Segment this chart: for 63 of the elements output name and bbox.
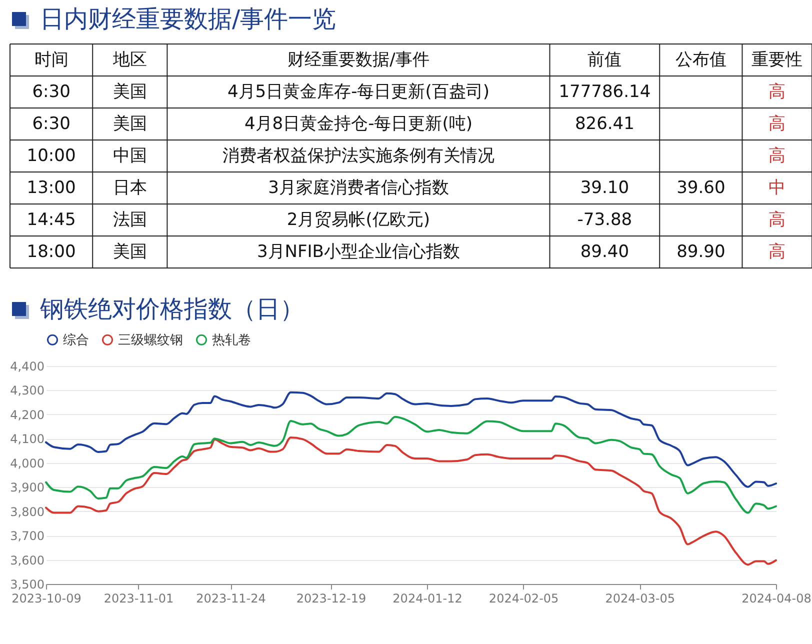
text: 10:00: [26, 146, 76, 166]
x-tick-label: 2024-04-08: [742, 592, 812, 606]
y-tick-label: 3,700: [10, 529, 44, 544]
text: 日本: [112, 178, 147, 198]
text: 177786.14: [558, 82, 651, 102]
text: 3月NFIB小型企业信心指数: [256, 242, 460, 262]
category-label: 时间: [34, 50, 68, 70]
x-tick-label: 2024-03-05: [605, 592, 675, 606]
text: 日内财经重要数据/事件一览: [40, 4, 336, 35]
text: 14:45: [26, 210, 76, 230]
y-tick-label: 3,500: [10, 578, 44, 592]
y-tick-label: 3,800: [10, 504, 44, 519]
legend-label: 三级螺纹钢: [118, 332, 183, 348]
y-tick-label: 3,600: [10, 553, 44, 568]
line-series: [45, 436, 777, 566]
text: 中: [768, 178, 786, 198]
y-tick-label: 4,400: [10, 360, 44, 374]
text: 826.41: [574, 114, 634, 134]
category-label: 财经重要数据/事件: [288, 50, 430, 70]
category-label: 前值: [588, 50, 622, 70]
text: -73.88: [577, 210, 632, 230]
text: 法国: [112, 210, 147, 230]
line-series: [45, 391, 777, 488]
y-tick-label: 4,300: [10, 384, 44, 398]
category-label: 地区: [112, 50, 147, 70]
y-tick-label: 4,000: [10, 456, 44, 470]
text: 高: [768, 82, 786, 102]
y-tick-label: 3,900: [10, 480, 44, 495]
x-tick-label: 2023-10-09: [12, 592, 82, 606]
text: 6:30: [32, 82, 70, 102]
text: 18:00: [26, 242, 76, 262]
legend-label: 热轧卷: [212, 332, 251, 348]
text: 6:30: [32, 114, 70, 134]
text: 2月贸易帐(亿欧元): [286, 210, 430, 230]
text: 高: [768, 210, 786, 230]
legend-label: 综合: [63, 332, 89, 348]
text: 89.90: [676, 242, 726, 262]
y-tick-label: 4,200: [10, 408, 44, 422]
x-tick-label: 2023-11-01: [104, 592, 174, 606]
text: 美国: [112, 114, 147, 134]
text: 39.60: [676, 178, 726, 198]
category-label: 公布值: [675, 50, 726, 70]
text: 美国: [112, 242, 147, 262]
text: 13:00: [26, 178, 76, 198]
x-tick-label: 2024-02-05: [488, 592, 559, 606]
text: 39.10: [580, 178, 630, 198]
text: 3月家庭消费者信心指数: [268, 178, 449, 198]
text: 高: [768, 146, 786, 166]
x-tick-label: 2024-01-12: [392, 592, 462, 606]
text: 高: [768, 242, 786, 262]
text: 89.40: [580, 242, 630, 262]
text: 中国: [112, 146, 147, 166]
text: 4月8日黄金持仓-每日更新(吨): [244, 114, 472, 134]
x-tick-label: 2023-11-24: [196, 592, 266, 606]
category-label: 重要性: [752, 50, 803, 70]
y-tick-label: 4,100: [10, 432, 44, 446]
text: 美国: [112, 82, 147, 102]
text: 高: [768, 114, 786, 134]
line-series: [45, 416, 777, 514]
text: 消费者权益保护法实施条例有关情况: [222, 146, 494, 166]
text: 4月5日黄金库存-每日更新(百盎司): [227, 82, 490, 102]
chart-title: 钢铁绝对价格指数（日）: [40, 294, 304, 325]
x-tick-label: 2023-12-19: [296, 592, 366, 606]
